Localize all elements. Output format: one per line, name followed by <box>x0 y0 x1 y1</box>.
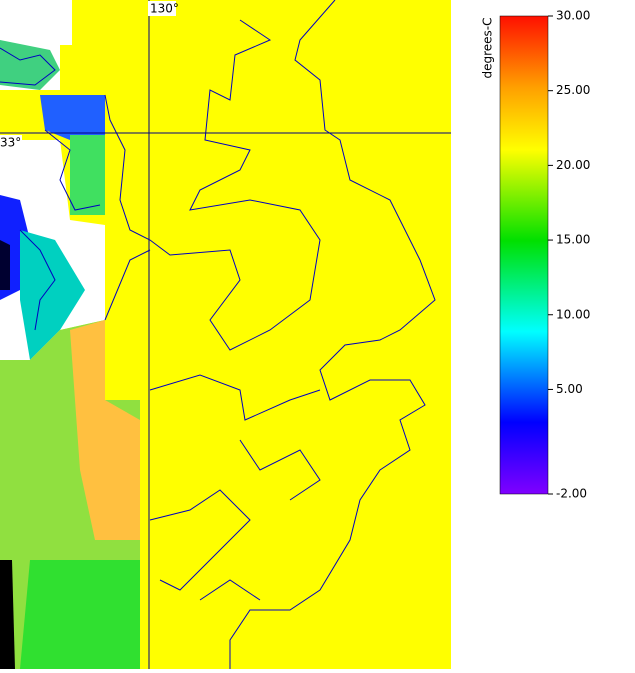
coastline <box>104 249 321 601</box>
latitude-label: 33° <box>0 136 21 150</box>
label-bg <box>148 1 176 16</box>
colorbar-tick-label: 15.00 <box>556 233 590 247</box>
sea-patch <box>40 95 105 140</box>
label-bg <box>0 135 22 150</box>
colorbar-ramp <box>499 15 549 495</box>
colorbar-title: degrees-C <box>481 17 495 78</box>
colorbar-tick-label: 30.00 <box>556 9 590 23</box>
colorbar: degrees-C 30.00 25.00 20.00 15.00 10.00 5.00 -… <box>481 9 591 501</box>
no-data <box>0 0 72 45</box>
sea-patch <box>70 320 140 540</box>
colorbar-tick-label: 5.00 <box>556 382 583 396</box>
colorbar-tick-label: 20.00 <box>556 158 590 172</box>
colorbar-tick-label: 10.00 <box>556 307 590 321</box>
sea-patch <box>20 230 85 360</box>
sea-patch <box>0 240 10 290</box>
sea-patch <box>70 135 105 215</box>
coastline <box>104 19 321 351</box>
sea-patch <box>20 560 140 669</box>
no-data-dark <box>0 560 15 669</box>
map-panel: 130° 33° <box>0 0 451 669</box>
coastline <box>0 47 101 331</box>
colorbar-tick-label: -2.00 <box>556 487 587 501</box>
coastline <box>229 0 436 669</box>
colorbar-tick-label: 25.00 <box>556 83 590 97</box>
longitude-label: 130° <box>150 2 179 16</box>
